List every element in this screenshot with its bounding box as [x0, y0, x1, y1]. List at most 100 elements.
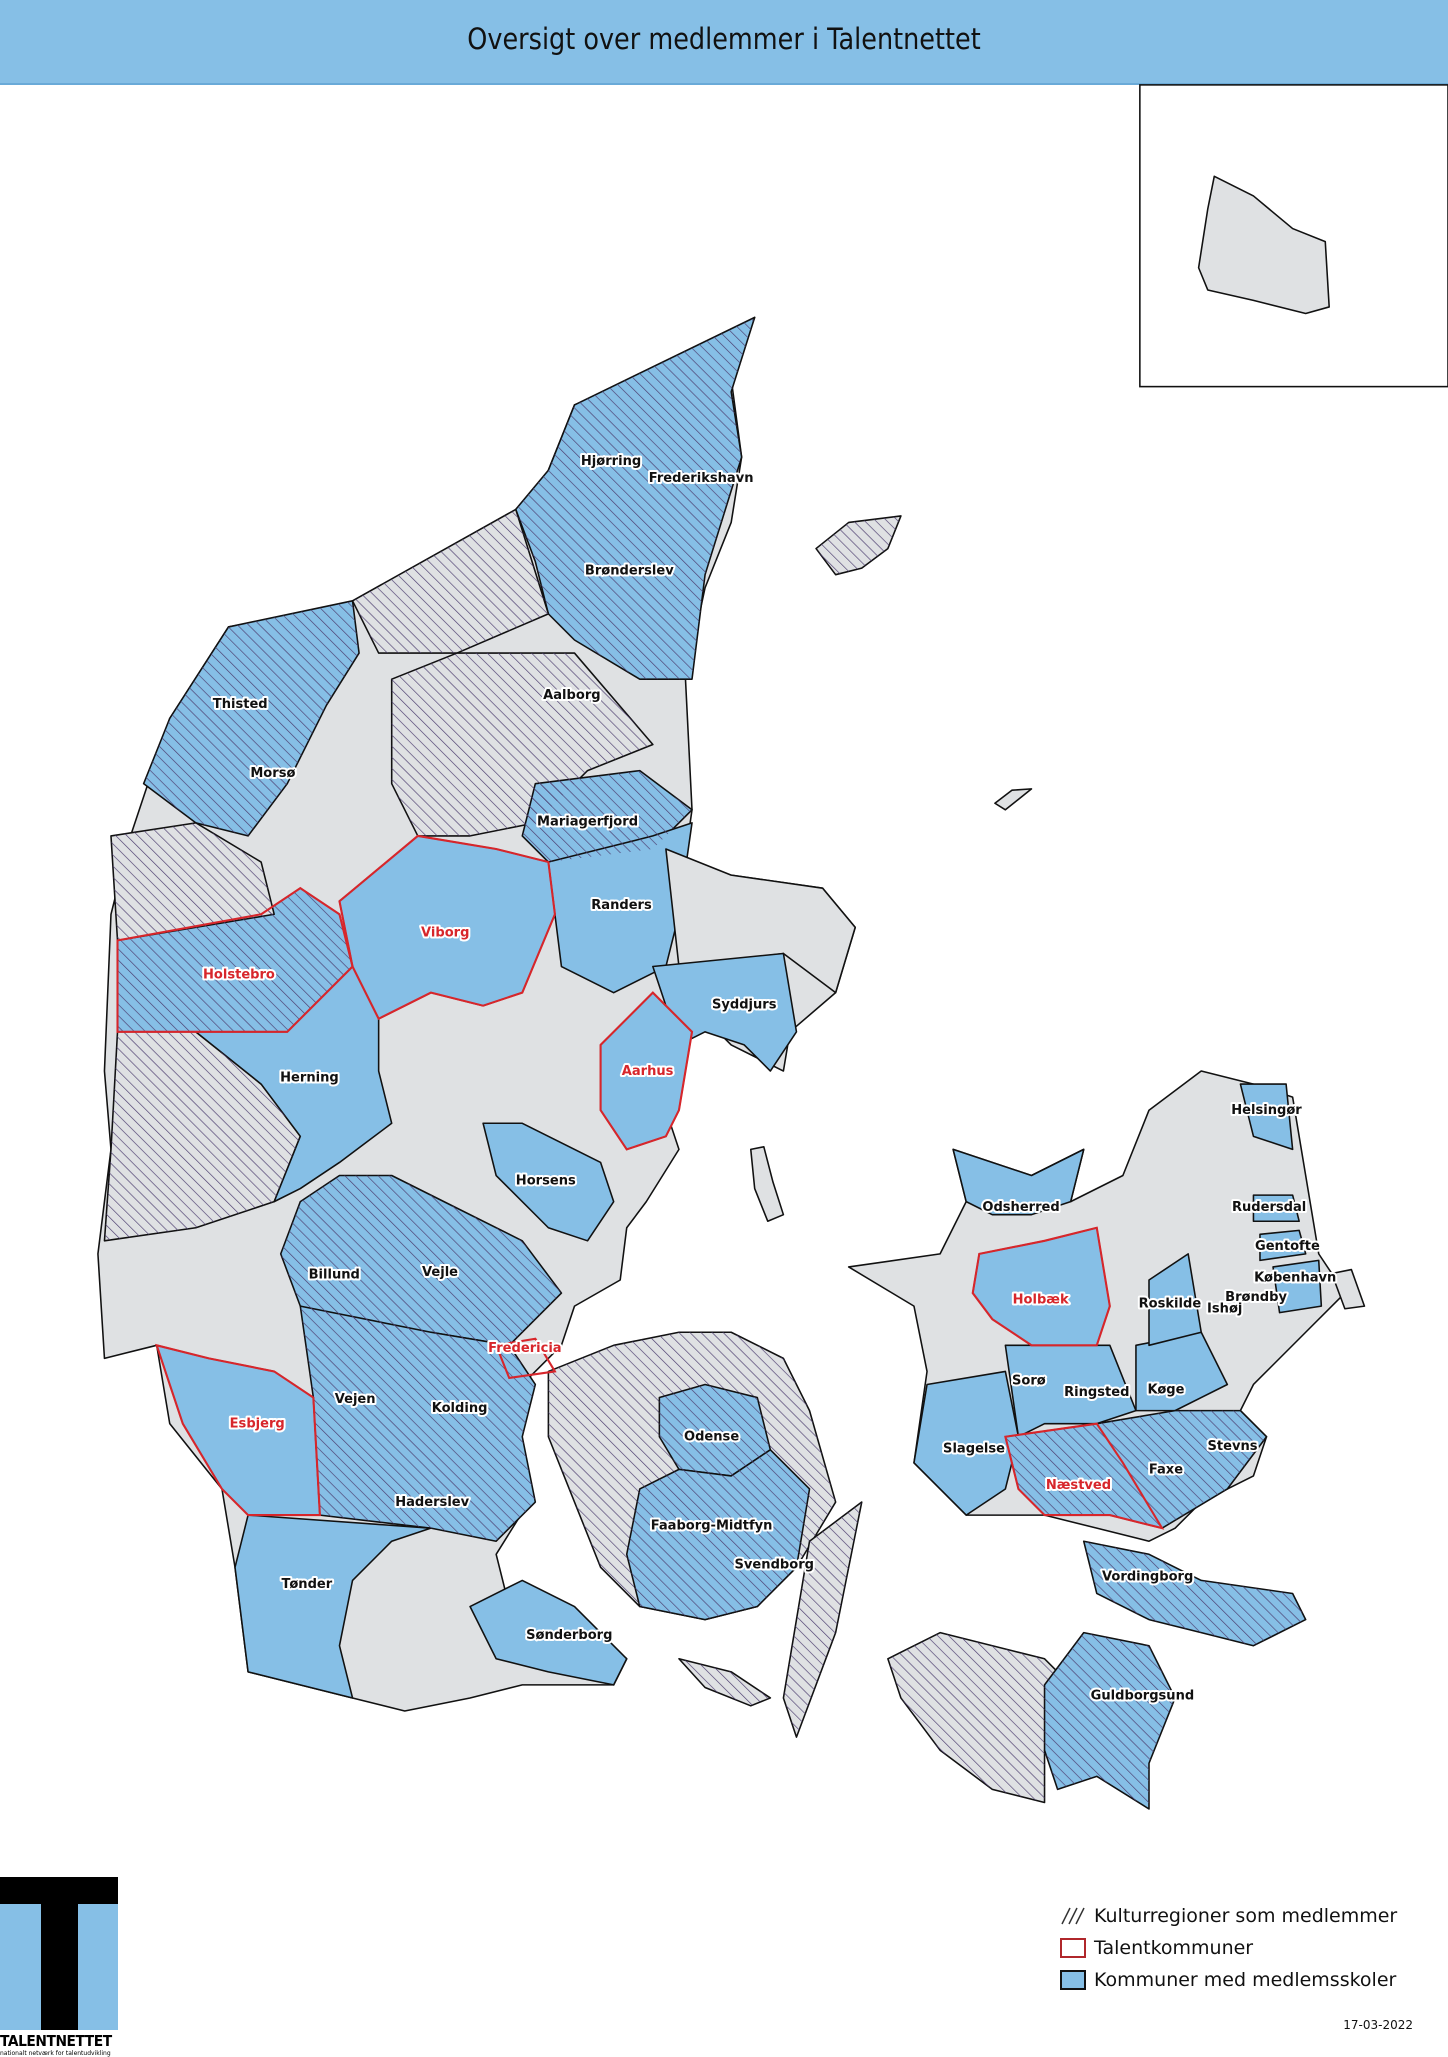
region-roskilde [1148, 1253, 1203, 1347]
label-morso: Morsø [250, 766, 295, 781]
title-banner: Oversigt over medlemmer i Talentnettet [0, 0, 1448, 85]
label-helsingor: Helsingør [1231, 1103, 1302, 1118]
label-holstebro: Holstebro [203, 967, 275, 982]
label-rudersdal: Rudersdal [1232, 1200, 1306, 1215]
red-outline-swatch-icon [1060, 1938, 1086, 1958]
region-samso [749, 1145, 785, 1223]
talent-border-holstebro [116, 886, 354, 1033]
label-guldborgsund: Guldborgsund [1091, 1688, 1195, 1703]
region-horsens [482, 1122, 615, 1242]
logo-name: TALENTNETTET [0, 2032, 112, 2050]
label-odense: Odense [684, 1430, 739, 1445]
region-gentofte [1259, 1229, 1307, 1262]
region-kobenhavn [1272, 1259, 1323, 1314]
page-title: Oversigt over medlemmer i Talentnettet [467, 22, 981, 56]
hatch-odense [659, 1384, 771, 1476]
label-brondby: Brøndby [1225, 1290, 1287, 1305]
hatch-mariagerfjord [522, 770, 693, 863]
legend-label: Kommuner med medlemsskoler [1094, 1969, 1397, 1991]
legend-item-talentkommuner: Talentkommuner [1060, 1932, 1397, 1964]
municipality-labels: Hjørring Frederikshavn Brønderslev Thist… [201, 452, 1338, 1705]
region-slagelse [913, 1370, 1020, 1516]
label-aarhus: Aarhus [622, 1064, 674, 1079]
label-randers: Randers [591, 898, 652, 913]
hatch-jammerbugt [352, 509, 549, 654]
label-sonderborg: Sønderborg [526, 1628, 612, 1643]
hatch-langeland [783, 1502, 862, 1738]
label-mariagerfjord: Mariagerfjord [537, 814, 638, 829]
talent-border-naestved [1004, 1422, 1165, 1530]
label-esbjerg: Esbjerg [230, 1417, 285, 1432]
map-date: 17-03-2022 [1343, 2018, 1413, 2032]
talentnettet-logo: TALENTNETTET nationalt netværk for talen… [0, 1877, 118, 2057]
hatch-lolland [887, 1632, 1084, 1803]
region-amager-east [1331, 1268, 1366, 1310]
legend-item-medlemsskoler: Kommuner med medlemsskoler [1060, 1964, 1397, 1996]
label-odsherred: Odsherred [982, 1200, 1059, 1215]
label-syddjurs: Syddjurs [712, 997, 777, 1012]
label-ringsted: Ringsted [1064, 1385, 1129, 1400]
label-gentofte: Gentofte [1255, 1239, 1320, 1254]
region-anholt [994, 788, 1033, 811]
label-stevns: Stevns [1208, 1439, 1258, 1454]
region-rudersdal [1252, 1194, 1300, 1223]
legend-label: Talentkommuner [1094, 1937, 1254, 1959]
talent-border-viborg [338, 834, 556, 1021]
region-odsherred [952, 1148, 1085, 1216]
label-aalborg: Aalborg [543, 688, 600, 703]
hatch-faaborg-svendborg [626, 1449, 810, 1620]
label-hjorring: Hjørring [581, 454, 641, 469]
legend-label: Kulturregioner som medlemmer [1094, 1905, 1398, 1927]
label-haderslev: Haderslev [395, 1495, 469, 1510]
hatch-guldborgsund [1044, 1632, 1176, 1809]
hatch-ringkobing [104, 1031, 301, 1241]
hatch-thisted-morso [143, 600, 360, 836]
talent-border-holbaek [971, 1226, 1111, 1347]
blue-fill-swatch-icon [1060, 1970, 1086, 1990]
label-kobenhavn: København [1254, 1270, 1336, 1285]
logo-t-body [0, 1904, 118, 2030]
logo-tagline: nationalt netværk for talentudvikling [0, 2050, 111, 2057]
talent-borders [116, 834, 1165, 1530]
region-bornholm [1197, 175, 1330, 315]
label-vordingborg: Vordingborg [1102, 1569, 1193, 1584]
label-tonder: Tønder [281, 1577, 332, 1592]
logo-t-bar [0, 1877, 118, 1904]
label-thisted: Thisted [213, 697, 268, 712]
hatch-naestved-faxe-stevns [1005, 1410, 1267, 1529]
hatch-himmerland [391, 653, 653, 836]
label-horsens: Horsens [516, 1174, 576, 1189]
label-soro: Sorø [1012, 1373, 1046, 1388]
label-slagelse: Slagelse [943, 1441, 1005, 1456]
label-svendborg: Svendborg [735, 1558, 814, 1573]
label-viborg: Viborg [421, 925, 469, 940]
label-fredericia: Fredericia [488, 1341, 561, 1356]
region-sonderborg [469, 1579, 628, 1686]
label-holbaek: Holbæk [1013, 1293, 1069, 1308]
hatch-vejen-kolding-haderslev [300, 1306, 536, 1542]
label-faxe: Faxe [1149, 1462, 1183, 1477]
label-vejle: Vejle [422, 1265, 458, 1280]
talent-border-esbjerg [155, 1343, 321, 1517]
label-frederikshavn: Frederikshavn [649, 471, 754, 486]
hatch-lemvig-skive [110, 822, 275, 941]
talent-border-fredericia [494, 1337, 557, 1380]
region-tonder [234, 1514, 432, 1699]
hatch-vordingborg [1083, 1541, 1306, 1646]
logo-t-stem [41, 1904, 78, 2030]
label-kolding: Kolding [432, 1401, 488, 1416]
region-helsingor [1239, 1083, 1294, 1151]
label-faaborg-midtfyn: Faaborg-Midtfyn [651, 1518, 773, 1533]
hatch-aero [678, 1658, 771, 1706]
label-roskilde: Roskilde [1139, 1296, 1202, 1311]
label-herning: Herning [280, 1070, 339, 1085]
label-koge: Køge [1147, 1383, 1184, 1398]
label-billund: Billund [309, 1268, 360, 1283]
hatch-holstebro [117, 888, 353, 1032]
hatch-billund-vejle [280, 1175, 562, 1346]
label-ishoj: Ishøj [1207, 1302, 1242, 1317]
label-naestved: Næstved [1046, 1478, 1111, 1493]
label-bronderslev: Brønderslev [585, 564, 674, 579]
talent-border-aarhus [599, 991, 694, 1151]
